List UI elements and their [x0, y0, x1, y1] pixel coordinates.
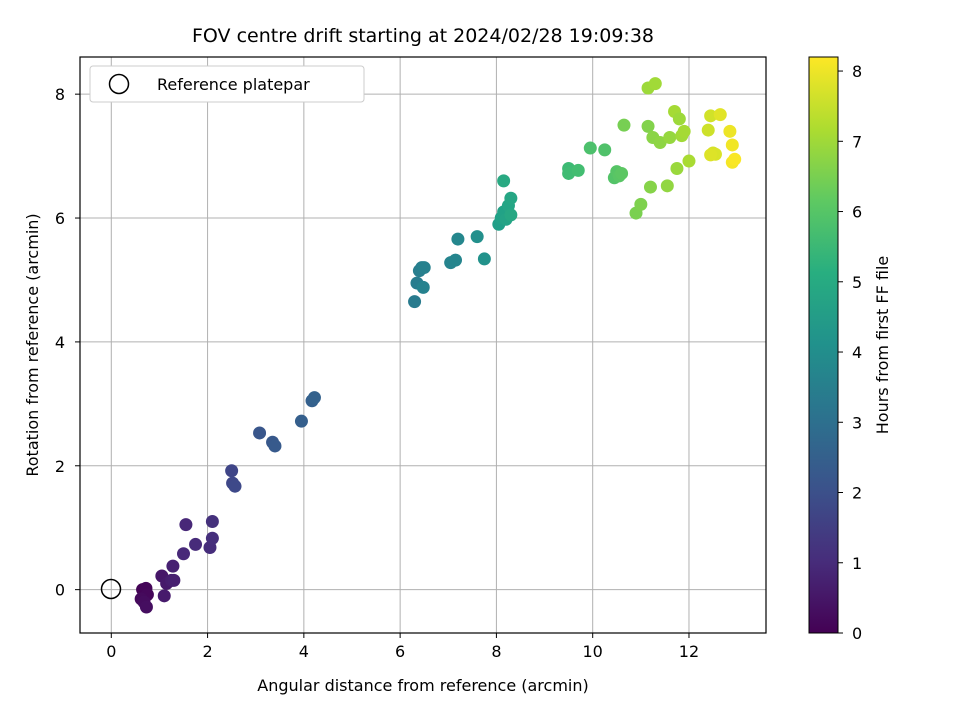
colorbar-tick-label: 8: [852, 62, 862, 81]
legend-marker: [108, 73, 130, 95]
data-point: [583, 141, 597, 155]
x-tick-label: 4: [299, 642, 309, 661]
data-point: [189, 537, 203, 551]
y-tick-label: 0: [55, 581, 65, 600]
data-point: [205, 515, 219, 529]
data-point: [408, 295, 422, 309]
x-tick-label: 8: [491, 642, 501, 661]
legend-box: [89, 65, 365, 103]
data-point: [416, 280, 430, 294]
data-point: [571, 163, 585, 177]
legend-label: Reference platepar: [157, 75, 310, 94]
data-point: [660, 179, 674, 193]
data-point: [663, 131, 677, 145]
data-point: [653, 135, 667, 149]
colorbar-tick-label: 7: [852, 132, 862, 151]
colorbar-tick-label: 1: [852, 554, 862, 573]
data-point: [139, 600, 153, 614]
data-point: [157, 589, 171, 603]
data-point: [497, 174, 511, 188]
data-point: [723, 124, 737, 138]
y-tick-label: 4: [55, 333, 65, 352]
data-point: [670, 161, 684, 175]
data-point: [713, 108, 727, 122]
data-point: [228, 479, 242, 493]
y-axis-ticks: 0 2 4 6 8: [55, 85, 80, 600]
data-point: [672, 112, 686, 126]
y-tick-label: 8: [55, 85, 65, 104]
data-point: [728, 152, 742, 166]
x-tick-label: 12: [679, 642, 699, 661]
data-point: [451, 232, 465, 246]
data-point: [648, 77, 662, 91]
data-point: [448, 253, 462, 267]
data-point: [470, 230, 484, 244]
data-point: [634, 197, 648, 211]
data-point: [677, 124, 691, 138]
colorbar-tick-label: 2: [852, 484, 862, 503]
data-point: [167, 573, 181, 587]
data-point: [641, 119, 655, 133]
data-point: [617, 118, 631, 132]
data-point: [704, 148, 718, 162]
data-point: [253, 426, 267, 440]
y-axis-label: Rotation from reference (arcmin): [23, 213, 42, 476]
x-tick-label: 2: [202, 642, 212, 661]
x-tick-label: 0: [106, 642, 116, 661]
colorbar-label: Hours from first FF file: [873, 256, 892, 435]
colorbar-tick-label: 0: [852, 624, 862, 643]
x-tick-label: 10: [583, 642, 603, 661]
colorbar-tick-label: 4: [852, 343, 862, 362]
data-point: [704, 109, 718, 123]
data-point: [682, 154, 696, 168]
y-tick-label: 2: [55, 457, 65, 476]
data-point: [504, 208, 518, 222]
chart-title: FOV centre drift starting at 2024/02/28 …: [192, 25, 654, 47]
colorbar-tick-label: 3: [852, 413, 862, 432]
data-point: [504, 191, 518, 205]
data-point: [725, 138, 739, 152]
x-tick-label: 6: [395, 642, 405, 661]
x-axis-ticks: 0 2 4 6 8 10 12: [106, 633, 699, 661]
data-point: [177, 547, 191, 561]
data-point: [205, 531, 219, 545]
data-point: [225, 464, 239, 478]
data-points: [134, 77, 742, 614]
data-point: [701, 123, 715, 137]
data-point: [179, 518, 193, 532]
data-point: [417, 261, 431, 275]
data-point: [268, 439, 282, 453]
data-point: [598, 143, 612, 157]
data-point: [477, 252, 491, 266]
y-tick-label: 6: [55, 209, 65, 228]
colorbar-tick-label: 6: [852, 203, 862, 222]
x-axis-label: Angular distance from reference (arcmin): [257, 676, 588, 695]
data-point: [294, 414, 308, 428]
plot-frame: [79, 56, 767, 634]
colorbar-gradient: [808, 56, 839, 634]
colorbar-tick-label: 5: [852, 273, 862, 292]
data-point: [615, 166, 629, 180]
legend: Reference platepar: [89, 65, 365, 103]
colorbar: 0 1 2 3 4 5 6 7 8 Hours from first FF file: [808, 56, 892, 643]
data-point: [166, 559, 180, 573]
colorbar-ticks: 0 1 2 3 4 5 6 7 8: [838, 62, 862, 643]
reference-point-marker: [100, 578, 122, 600]
data-point: [643, 180, 657, 194]
data-point: [307, 391, 321, 405]
